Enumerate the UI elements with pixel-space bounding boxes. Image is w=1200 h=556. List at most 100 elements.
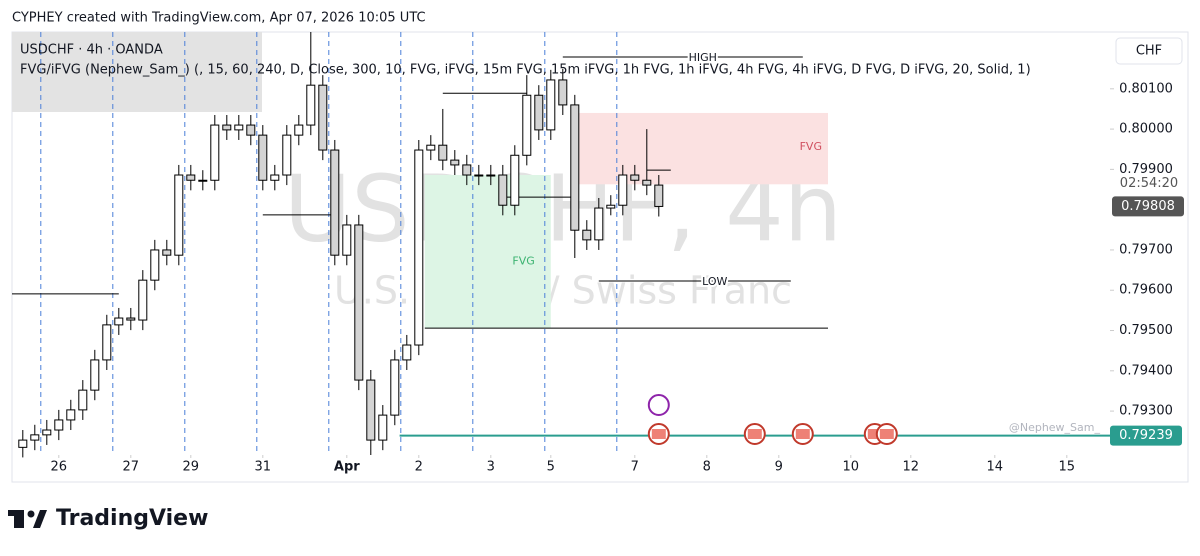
candle-body [318, 84, 328, 151]
candle-body [294, 124, 304, 136]
candle-body [438, 144, 448, 161]
candle-body [282, 134, 292, 176]
candle-body [378, 414, 388, 441]
candle-body [210, 124, 220, 181]
candle-body [78, 389, 88, 411]
event-flag [747, 429, 762, 439]
candle-body [270, 174, 280, 181]
legend-bg [12, 32, 262, 112]
event-flag [651, 429, 666, 439]
candle-body [462, 164, 472, 176]
event-flag [867, 429, 882, 439]
level-label: LOW [702, 275, 727, 288]
x-tick-label: 29 [183, 460, 200, 475]
event-flag [795, 429, 810, 439]
countdown: 02:54:20 [1120, 176, 1178, 191]
x-tick-label: 26 [51, 460, 68, 475]
candle-body [498, 174, 508, 206]
x-tick-label: 8 [703, 460, 711, 475]
candle-body [354, 224, 364, 381]
candle-body [402, 344, 412, 361]
candle-body [534, 94, 544, 131]
x-tick-label: 7 [631, 460, 639, 475]
candle-body [606, 204, 616, 209]
x-tick-label: 3 [487, 460, 495, 475]
lightning-icon [647, 394, 670, 416]
level-label: HIGH [689, 51, 717, 64]
y-tick-label: 0.80100 [1119, 81, 1173, 96]
currency-box[interactable] [1115, 37, 1183, 65]
candle-body [90, 359, 100, 391]
x-tick-label: Apr [334, 460, 360, 475]
candle-body [306, 84, 316, 126]
candle-body [594, 207, 604, 241]
candle-body [174, 174, 184, 256]
candle-body [486, 174, 496, 177]
watermark-subtitle: U.S. Dollar / Swiss Franc [334, 269, 792, 313]
candle-body [162, 249, 172, 256]
candle-body [186, 174, 196, 181]
candle-body [450, 159, 460, 166]
x-tick-label: 9 [775, 460, 783, 475]
y-tick-label: 0.80000 [1119, 122, 1173, 137]
candle-body [114, 317, 124, 326]
candle-body [522, 94, 532, 156]
fvg-label: FVG [800, 140, 822, 153]
x-tick-label: 12 [903, 460, 920, 475]
price-tag [1110, 425, 1182, 446]
fvg-zone [578, 112, 828, 185]
x-tick-label: 15 [1059, 460, 1076, 475]
y-tick-label: 0.79300 [1119, 404, 1173, 419]
y-tick-label: 0.79400 [1119, 363, 1173, 378]
candle-body [258, 134, 268, 181]
candle-body [222, 124, 232, 131]
currency[interactable]: CHF [1136, 44, 1162, 59]
candle-body [150, 249, 160, 281]
candle-body [330, 149, 340, 256]
candle-body [126, 317, 136, 321]
x-tick-label: 2 [415, 460, 423, 475]
candle-body [510, 154, 520, 206]
candle-body [66, 409, 76, 421]
candle-body [390, 359, 400, 416]
candle-body [474, 174, 484, 177]
credit: @Nephew_Sam_ [1009, 421, 1101, 434]
header: CYPHEY created with TradingView.com, Apr… [12, 11, 426, 26]
candle-body [558, 79, 568, 106]
candle-body [138, 279, 148, 321]
event-flag [879, 429, 894, 439]
candle-body [426, 144, 436, 151]
candle-body [54, 419, 64, 431]
logo: TradingView [56, 506, 208, 531]
last-price-tag [1112, 196, 1184, 217]
frame [11, 31, 1189, 483]
y-tick-label: 0.79700 [1119, 242, 1173, 257]
candle-body [654, 184, 664, 207]
candle-body [618, 174, 628, 206]
fvg-label: FVG [512, 255, 534, 268]
x-tick-label: 27 [123, 460, 140, 475]
y-tick-label: 0.79500 [1119, 323, 1173, 338]
logo-mark [8, 510, 47, 528]
candle-body [102, 324, 112, 361]
candle-body [42, 429, 52, 436]
candle-body [630, 174, 640, 181]
plot: FVG FVG HIGH LOW [12, 32, 1110, 458]
chart-title: USDCHF · 4h · OANDA [20, 43, 163, 58]
price-tag-label: 0.79239 [1119, 428, 1173, 443]
candle-body [246, 124, 256, 136]
x-tick-label: 10 [843, 460, 860, 475]
candle-body [18, 439, 28, 448]
candle-body [366, 379, 376, 441]
candle-body [342, 224, 352, 256]
x-tick-label: 5 [547, 460, 555, 475]
last-price-label: 0.79808 [1121, 199, 1175, 214]
candle-body [198, 179, 208, 182]
candle-body [570, 104, 580, 231]
x-tick-label: 31 [255, 460, 272, 475]
fvg-zone [424, 175, 551, 329]
x-tick-label: 14 [987, 460, 1004, 475]
y-tick-label: 0.79900 [1119, 162, 1173, 177]
